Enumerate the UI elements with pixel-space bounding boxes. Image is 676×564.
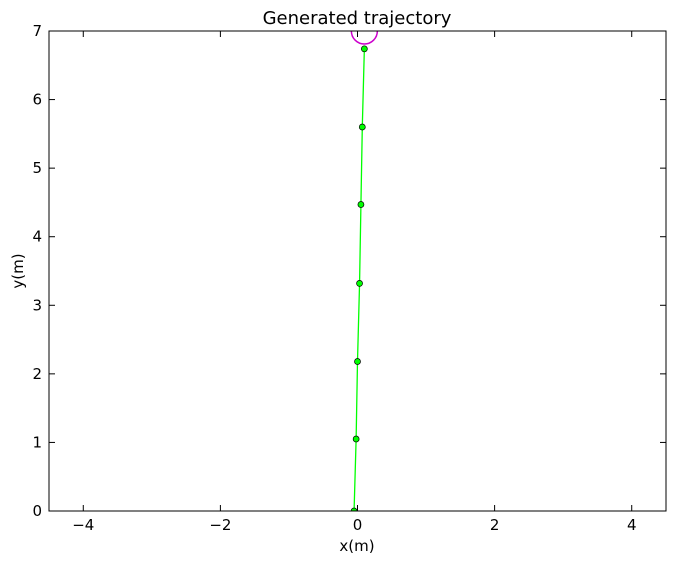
series-point [356, 279, 363, 287]
y-tick-label: 1 [32, 433, 42, 451]
series-point [357, 201, 365, 208]
series-point [361, 45, 368, 53]
y-tick-label: 5 [32, 159, 42, 177]
x-tick-label: 2 [490, 516, 500, 534]
y-tick-label: 6 [32, 91, 42, 109]
series-point [354, 358, 361, 365]
x-tick-label: 4 [627, 516, 637, 534]
plot-marks [350, 31, 379, 511]
y-tick-label: 3 [32, 296, 42, 314]
y-tick-label: 7 [32, 22, 42, 40]
axis-ticks: −4 −2 0 2 4 0 1 2 3 4 5 6 7 [32, 22, 666, 534]
chart-title: Generated trajectory [263, 8, 452, 29]
series-point [350, 507, 358, 511]
series-point [358, 123, 366, 131]
y-tick-label: 4 [32, 228, 42, 246]
y-axis-label: y(m) [9, 253, 27, 288]
y-tick-label: 2 [32, 365, 42, 383]
y-tick-label: 0 [32, 502, 42, 520]
x-tick-label: −2 [209, 516, 231, 534]
x-tick-label: 0 [353, 516, 363, 534]
series-point [352, 435, 360, 443]
x-axis-label: x(m) [339, 537, 374, 555]
x-tick-label: −4 [72, 516, 94, 534]
